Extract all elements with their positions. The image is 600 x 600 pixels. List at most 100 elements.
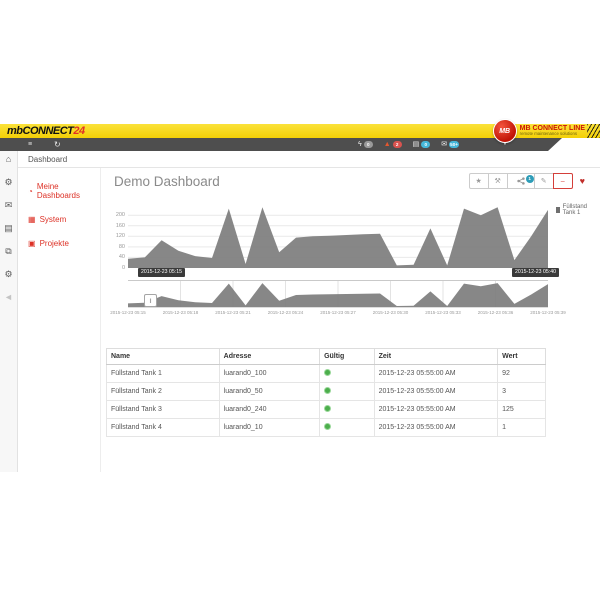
sidebar-item-projekte[interactable]: ▣ Projekte [28, 239, 100, 248]
tasks-notification[interactable]: ▤ 0 [411, 138, 433, 151]
col-header-adresse[interactable]: Adresse [218, 348, 321, 365]
library-icon[interactable]: ⧉ [5, 246, 12, 256]
refresh-icon[interactable]: ↻ [54, 140, 61, 149]
dashboard-actions: ★ ⚒ 1 ✎ – ♥ [468, 173, 585, 189]
tank-values-table: Name Adresse Gültig Zeit Wert Füllstand … [106, 348, 546, 437]
legend-label: Füllstand Tank 1 [562, 204, 588, 216]
alarms-badge: 0 [364, 141, 373, 148]
cell-wert: 3 [497, 382, 546, 401]
system-icon: ▦ [28, 215, 36, 224]
app-window: mbCONNECT24 MB MB CONNECT LINE remote ma… [0, 119, 600, 472]
cell-zeit: 2015-12-23 05:55:00 AM [373, 418, 499, 437]
fill-level-chart: 200 160 120 80 40 0 Füllstand Tank 1 [110, 198, 587, 322]
table-row[interactable]: Füllstand Tank 2 luarand0_50 2015-12-23 … [106, 382, 546, 401]
cell-adresse: luarand0_100 [218, 364, 321, 383]
table-row[interactable]: Füllstand Tank 4 luarand0_10 2015-12-23 … [106, 418, 546, 437]
alarms-notification[interactable]: ϟ 0 [356, 138, 375, 151]
logo-subtitle: remote maintenance solutions [519, 131, 577, 137]
star-icon: ★ [475, 178, 482, 185]
share-button[interactable]: 1 [506, 173, 535, 189]
x-axis-label: 2015-12-23 05:18 [162, 310, 199, 315]
x-axis-label: 2015-12-23 05:39 [530, 310, 566, 315]
valid-status-icon [324, 369, 332, 376]
icon-rail: ⌂ ⚙ ✉ ▤ ⧉ ⚙ ◄ [0, 151, 18, 472]
table-row[interactable]: Füllstand Tank 1 luarand0_100 2015-12-23… [106, 364, 546, 383]
tasks-badge: 0 [421, 141, 430, 148]
breadcrumb-bar: Dashboard [18, 151, 600, 168]
settings-button[interactable]: ⚒ [487, 173, 508, 189]
menu-icon[interactable]: ≡ [28, 141, 33, 148]
user-menu-caret-icon[interactable]: ▼ [502, 141, 508, 147]
col-header-name[interactable]: Name [106, 348, 220, 365]
chart-legend[interactable]: Füllstand Tank 1 [556, 204, 589, 216]
stripes-decoration [587, 124, 600, 138]
messages-badge: 50+ [450, 142, 458, 147]
edit-icon: ✎ [540, 178, 547, 185]
flash-icon: ϟ [358, 141, 362, 148]
brand-suffix: 24 [73, 125, 85, 137]
page-title: Demo Dashboard [114, 174, 220, 189]
cell-zeit: 2015-12-23 05:55:00 AM [373, 364, 499, 383]
cell-zeit: 2015-12-23 05:55:00 AM [373, 400, 499, 419]
cell-zeit: 2015-12-23 05:55:00 AM [373, 382, 499, 401]
rail-mail-icon[interactable]: ✉ [4, 200, 13, 210]
col-header-zeit[interactable]: Zeit [373, 348, 499, 365]
mail-icon: ✉ [441, 141, 448, 148]
area-chart-canvas[interactable] [128, 202, 548, 268]
chart-plot-area: 200 160 120 80 40 0 [114, 198, 548, 271]
col-header-wert[interactable]: Wert [497, 348, 546, 365]
projects-icon: ▣ [28, 239, 36, 248]
navigator-drag-handle[interactable]: ∥ [144, 294, 157, 307]
y-axis-tick: 160 [115, 222, 125, 229]
cell-name: Füllstand Tank 1 [106, 364, 220, 383]
settings-gear-icon[interactable]: ⚙ [4, 269, 13, 279]
brand-prefix: mbCONNECT [7, 125, 74, 137]
remove-button[interactable]: – [552, 173, 573, 189]
cell-name: Füllstand Tank 3 [106, 400, 220, 419]
logo-title: MB CONNECT LINE [519, 124, 585, 132]
cell-name: Füllstand Tank 4 [106, 418, 220, 437]
devices-icon[interactable]: ▤ [4, 223, 13, 233]
share-icon [516, 177, 525, 185]
y-axis-tick: 40 [118, 254, 125, 260]
home-icon[interactable]: ⌂ [5, 154, 12, 164]
heart-icon[interactable]: ♥ [579, 176, 585, 186]
range-start-label: 2015-12-23 05:15 [138, 268, 185, 278]
messages-notification[interactable]: ✉ 50+ [439, 138, 461, 151]
warning-icon: ▲ [383, 141, 391, 148]
sidebar-item-system[interactable]: ▦ System [28, 215, 100, 224]
edit-button[interactable]: ✎ [533, 173, 554, 189]
collapse-icon[interactable]: ◄ [4, 292, 13, 302]
mb-circle-logo-icon: MB [492, 119, 517, 143]
cell-adresse: luarand0_240 [218, 400, 321, 419]
chart-navigator[interactable] [128, 280, 548, 308]
valid-status-icon [324, 405, 332, 412]
breadcrumb[interactable]: Dashboard [28, 154, 68, 164]
mbconnect24-logo[interactable]: mbCONNECT24 [7, 124, 85, 138]
warnings-notification[interactable]: ▲ 2 [382, 138, 404, 151]
cell-wert: 125 [497, 400, 546, 419]
cogs-icon[interactable]: ⚙ [4, 177, 13, 187]
x-axis-label: 2015-12-23 05:27 [320, 310, 356, 315]
brand-bar: mbCONNECT24 MB MB CONNECT LINE remote ma… [0, 119, 600, 143]
warnings-badge: 2 [393, 141, 402, 148]
col-header-gueltig[interactable]: Gültig [319, 348, 375, 365]
valid-status-icon [324, 423, 332, 430]
y-axis-tick: 200 [115, 212, 125, 218]
table-row[interactable]: Füllstand Tank 3 luarand0_240 2015-12-23… [106, 400, 546, 419]
wrench-icon: ⚒ [494, 178, 501, 185]
valid-status-icon [324, 387, 332, 394]
cell-adresse: luarand0_50 [218, 382, 321, 401]
dashboard-icon: ◔ [28, 186, 33, 196]
sidebar-item-label: System [39, 215, 67, 224]
x-axis-label: 2015-12-23 05:15 [110, 310, 146, 315]
cell-wert: 1 [497, 418, 546, 437]
y-axis-tick: 0 [121, 264, 125, 271]
top-toolbar: ≡ ↻ ϟ 0 ▲ 2 ▤ 0 ✉ 50+ [0, 138, 562, 151]
cell-gueltig [319, 418, 375, 437]
sidebar-item-meine-dashboards[interactable]: ◔ Meine Dashboards [28, 182, 100, 200]
tasks-icon: ▤ [412, 141, 420, 148]
x-axis-label: 2015-12-23 05:21 [215, 310, 251, 315]
favorite-button[interactable]: ★ [468, 173, 489, 189]
